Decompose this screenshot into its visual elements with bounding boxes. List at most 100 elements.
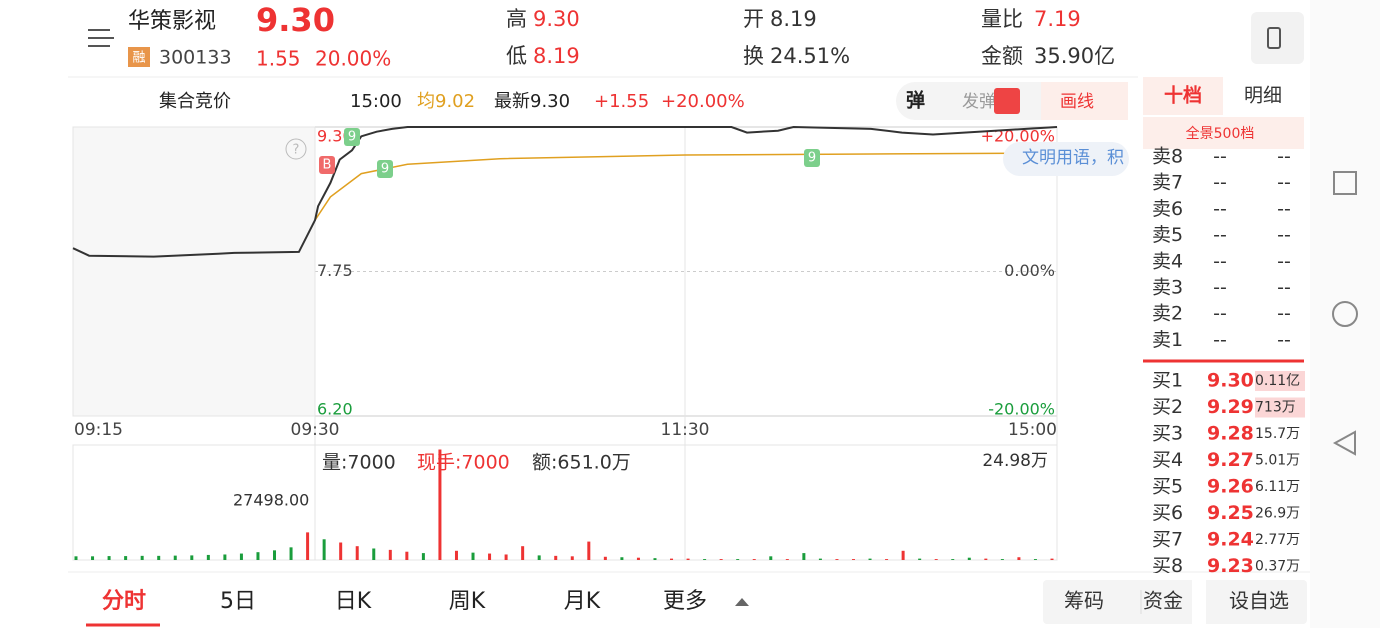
change-pct: +20.00% — [661, 91, 745, 112]
draw[interactable]: 画线 — [1060, 92, 1094, 112]
volume: 2.77万 — [1255, 532, 1300, 548]
full-depth[interactable]: 全景500档 — [1186, 125, 1255, 142]
value: 24.51% — [770, 44, 850, 68]
volume: 0.37万 — [1255, 559, 1300, 575]
device-icon — [1267, 27, 1281, 49]
volume-bar — [372, 548, 376, 560]
pre-market-bg — [73, 127, 315, 416]
comment: 文明用语，积 — [1022, 148, 1124, 168]
pct-tick-label: -20.00% — [988, 400, 1055, 419]
bottom-button[interactable]: 筹码 — [1064, 589, 1104, 613]
volume-bar — [488, 553, 492, 560]
value: 7.19 — [1034, 7, 1081, 31]
volume-bar — [835, 559, 839, 560]
level: 买5 — [1152, 476, 1183, 498]
bottom-tab[interactable]: 更多 — [663, 589, 707, 614]
price: 9.26 — [1207, 476, 1254, 498]
amount: 额:651.0万 — [532, 452, 631, 474]
trade-marker: 9 — [808, 151, 816, 166]
volume-bar — [124, 556, 128, 560]
level: 买4 — [1152, 449, 1183, 471]
x-tick-label: 11:30 — [661, 420, 710, 440]
nav-home[interactable] — [1332, 301, 1358, 327]
bottom-button[interactable]: 资金 — [1143, 589, 1183, 613]
volume-bar — [388, 549, 392, 560]
tab[interactable]: 十档 — [1164, 84, 1202, 107]
bottom-tab[interactable]: 5日 — [220, 589, 256, 614]
volume-bar — [686, 558, 690, 560]
change-pct: 20.00% — [315, 47, 391, 71]
volume: -- — [1277, 198, 1291, 220]
volume: -- — [1277, 303, 1291, 325]
trade-marker-bg — [377, 160, 393, 178]
volume-bar — [454, 550, 458, 560]
volume-bar — [967, 557, 971, 560]
volume-bar — [256, 552, 260, 560]
volume-bar — [421, 553, 425, 560]
volume-bar — [223, 554, 227, 560]
bottom-button[interactable]: 设自选 — [1229, 589, 1289, 613]
price: -- — [1213, 250, 1227, 272]
value: 8.19 — [770, 7, 817, 31]
depth-bar — [1255, 397, 1305, 418]
volume-bar — [785, 559, 789, 560]
price: 9.23 — [1207, 555, 1254, 577]
price: 9.25 — [1207, 502, 1254, 524]
bottom-tab[interactable]: 日K — [335, 589, 372, 614]
volume-bar — [521, 546, 525, 560]
tab-bg — [1143, 77, 1223, 115]
volume: 15.7万 — [1255, 426, 1300, 442]
volume-bar — [885, 559, 889, 560]
device-button[interactable] — [1251, 12, 1304, 64]
volume-bar — [405, 551, 409, 560]
bottom-tab[interactable]: 周K — [449, 589, 486, 614]
volume-bar — [306, 532, 310, 560]
volume-bar — [851, 559, 855, 560]
volume-bar — [273, 550, 277, 560]
tab[interactable]: 明细 — [1244, 85, 1282, 107]
nav-recent[interactable] — [1333, 171, 1357, 195]
trade-marker: 9 — [381, 162, 389, 177]
volume-bar — [620, 557, 624, 560]
bottom-tab[interactable]: 分时 — [102, 589, 146, 614]
danmu[interactable]: 弹 — [906, 89, 925, 112]
time: 15:00 — [350, 91, 402, 112]
label: 高 — [506, 7, 527, 31]
menu-icon[interactable] — [88, 29, 114, 47]
y-tick-label: 6.20 — [317, 400, 353, 419]
volume-bar — [157, 555, 161, 560]
volume-bar — [934, 559, 938, 560]
volume-bar — [802, 553, 806, 560]
help-circle — [285, 138, 307, 160]
volume-bar — [918, 558, 922, 560]
volume: -- — [1277, 329, 1291, 351]
volume-bar — [719, 559, 723, 560]
badge-bg — [128, 47, 150, 67]
x-tick-label: 15:00 — [1008, 420, 1057, 440]
nav-back[interactable] — [1332, 430, 1356, 456]
draw-button[interactable] — [1041, 82, 1128, 120]
full-bg — [1143, 117, 1304, 149]
price: -- — [1213, 277, 1227, 299]
value: 8.19 — [533, 44, 580, 68]
avg: 均9.02 — [417, 91, 475, 112]
send[interactable]: 发弹 — [962, 92, 996, 112]
y-tick-label: 7.75 — [317, 261, 353, 280]
nav-bar — [1310, 0, 1380, 628]
value: 9.30 — [533, 7, 580, 31]
volume-bar — [1050, 558, 1054, 560]
depth-bar — [1255, 371, 1305, 391]
volume-bar — [1017, 557, 1021, 560]
level: 买3 — [1152, 423, 1183, 445]
volume-bar — [471, 552, 475, 560]
volume: -- — [1277, 250, 1291, 272]
vol-max: 24.98万 — [982, 451, 1048, 471]
volume-bar — [1033, 559, 1037, 560]
bottom-tab[interactable]: 月K — [564, 589, 601, 614]
trade-marker-bg — [344, 128, 360, 146]
price: -- — [1213, 198, 1227, 220]
volume-bar — [670, 558, 674, 560]
y-tick-label: 9.30 — [317, 127, 353, 146]
level: 卖6 — [1152, 198, 1183, 220]
level: 卖1 — [1152, 329, 1183, 351]
